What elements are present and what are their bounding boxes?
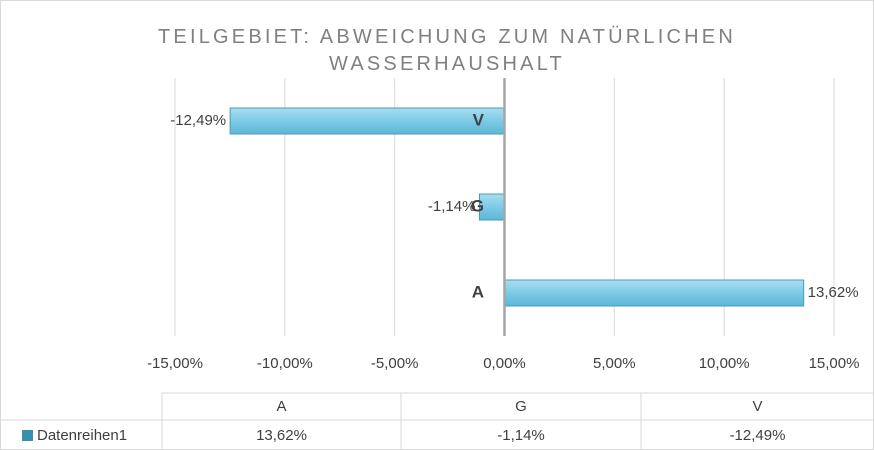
bar — [229, 107, 506, 135]
data-label: 13,62% — [808, 284, 859, 301]
legend-label: Datenreihen1 — [37, 427, 127, 444]
table-cell: 13,62% — [256, 427, 307, 444]
x-tick-label: 15,00% — [809, 355, 860, 372]
table-header: V — [752, 398, 762, 415]
x-tick-label: -15,00% — [147, 355, 203, 372]
x-tick-label: 5,00% — [593, 355, 636, 372]
table-header: G — [515, 398, 527, 415]
table-cell: -1,14% — [497, 427, 545, 444]
x-tick-label: 0,00% — [483, 355, 526, 372]
x-tick-label: -5,00% — [371, 355, 419, 372]
x-tick-label: 10,00% — [699, 355, 750, 372]
category-label: A — [472, 282, 484, 301]
data-label: -1,14% — [428, 198, 476, 215]
x-tick-label: -10,00% — [257, 355, 313, 372]
bar — [504, 279, 805, 307]
data-label: -12,49% — [170, 112, 226, 129]
table-cell: -12,49% — [730, 427, 786, 444]
bar — [478, 193, 506, 221]
chart-title: TEILGEBIET: ABWEICHUNG ZUM NATÜRLICHEN W… — [158, 26, 736, 75]
category-label: G — [471, 196, 484, 215]
legend-swatch — [22, 430, 33, 441]
table-header: A — [276, 398, 286, 415]
category-label: V — [473, 110, 485, 129]
